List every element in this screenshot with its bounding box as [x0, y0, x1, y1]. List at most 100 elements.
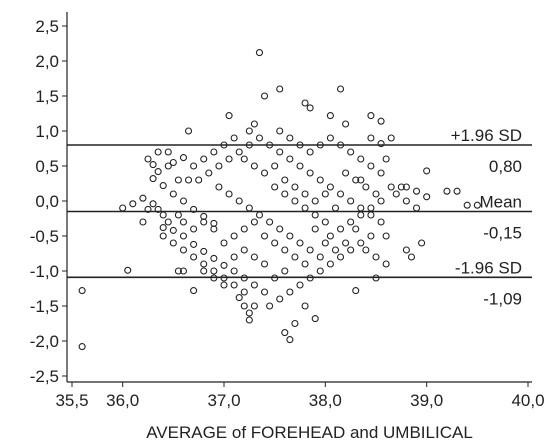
- data-point: [326, 183, 334, 191]
- y-tick-label: -2,0: [30, 332, 59, 351]
- data-point: [402, 197, 410, 205]
- x-tick-label: 37,0: [207, 391, 240, 410]
- data-point: [184, 127, 193, 135]
- x-tick-label: 39,0: [410, 391, 443, 410]
- data-point: [473, 201, 481, 209]
- data-point: [377, 218, 385, 226]
- data-point: [250, 162, 258, 170]
- data-point: [260, 169, 269, 177]
- data-point: [159, 211, 167, 219]
- data-point: [190, 205, 198, 213]
- data-point: [301, 260, 309, 268]
- data-point: [367, 204, 375, 212]
- data-point: [179, 267, 188, 275]
- y-tick-label: 0,0: [35, 192, 59, 211]
- data-point: [321, 239, 329, 247]
- data-point: [336, 190, 345, 198]
- data-point: [342, 239, 350, 247]
- data-point: [301, 204, 309, 212]
- data-point: [301, 99, 309, 107]
- data-point: [291, 183, 299, 191]
- data-point: [159, 232, 167, 240]
- data-point: [225, 190, 233, 198]
- data-point: [220, 281, 228, 289]
- data-point: [200, 247, 208, 255]
- data-point: [347, 197, 355, 205]
- data-point: [377, 117, 385, 125]
- data-point: [357, 211, 365, 219]
- data-point: [210, 225, 218, 233]
- data-point: [347, 148, 355, 156]
- data-point: [326, 112, 334, 120]
- data-point: [321, 190, 329, 198]
- data-point: [271, 274, 279, 282]
- data-point: [326, 232, 334, 240]
- data-point: [255, 211, 264, 219]
- data-point: [230, 253, 238, 261]
- data-point: [225, 155, 233, 163]
- reference-line-lower-value: -1,09: [483, 289, 522, 308]
- data-point: [362, 183, 370, 191]
- data-point: [266, 218, 274, 226]
- data-point: [357, 176, 365, 184]
- data-point: [271, 239, 279, 247]
- x-tick-label: 35,5: [55, 391, 88, 410]
- data-point: [139, 194, 147, 202]
- data-point: [291, 319, 299, 328]
- data-points: [78, 49, 481, 351]
- data-point: [286, 288, 294, 296]
- data-point: [352, 225, 360, 233]
- data-point: [423, 193, 431, 201]
- data-point: [119, 204, 127, 212]
- data-point: [311, 315, 319, 323]
- data-point: [367, 112, 375, 120]
- y-tick-label: -2,5: [30, 367, 59, 386]
- data-point: [200, 218, 208, 226]
- data-point: [347, 218, 355, 226]
- data-point: [144, 155, 152, 163]
- x-tick-label: 36,0: [106, 391, 139, 410]
- data-point: [281, 329, 289, 337]
- data-point: [164, 218, 172, 226]
- data-point: [296, 141, 304, 149]
- data-point: [210, 254, 218, 262]
- data-point: [326, 134, 334, 142]
- data-point: [230, 232, 238, 240]
- data-point: [169, 158, 177, 167]
- data-point: [200, 260, 208, 268]
- data-point: [159, 224, 167, 232]
- data-point: [271, 183, 279, 191]
- data-point: [306, 104, 314, 112]
- data-point: [245, 309, 253, 317]
- data-point: [372, 274, 380, 282]
- data-point: [357, 155, 365, 163]
- data-point: [250, 218, 258, 226]
- data-point: [179, 154, 188, 162]
- reference-line-mean-value: -0,15: [483, 224, 522, 243]
- data-point: [190, 225, 198, 233]
- data-point: [190, 287, 198, 295]
- data-point: [240, 246, 248, 254]
- data-point: [255, 49, 264, 57]
- data-point: [326, 260, 334, 268]
- data-point: [412, 187, 421, 195]
- data-point: [367, 162, 375, 170]
- data-point: [149, 161, 157, 169]
- data-point: [281, 190, 289, 198]
- data-point: [210, 267, 218, 275]
- data-point: [260, 92, 269, 100]
- data-point: [316, 267, 324, 275]
- data-point: [250, 253, 258, 261]
- data-point: [296, 162, 304, 170]
- y-tick-label: 0,5: [35, 157, 59, 176]
- data-point: [245, 316, 253, 324]
- data-point: [331, 246, 340, 254]
- data-point: [316, 141, 324, 149]
- reference-lines: +1.96 SD 0,80 Mean -0,15 -1.96 SD -1,09: [67, 126, 532, 308]
- data-point: [336, 253, 345, 261]
- data-point: [154, 148, 162, 156]
- reference-line-mean-label: Mean: [479, 193, 522, 212]
- data-point: [230, 134, 238, 142]
- data-point: [407, 253, 416, 261]
